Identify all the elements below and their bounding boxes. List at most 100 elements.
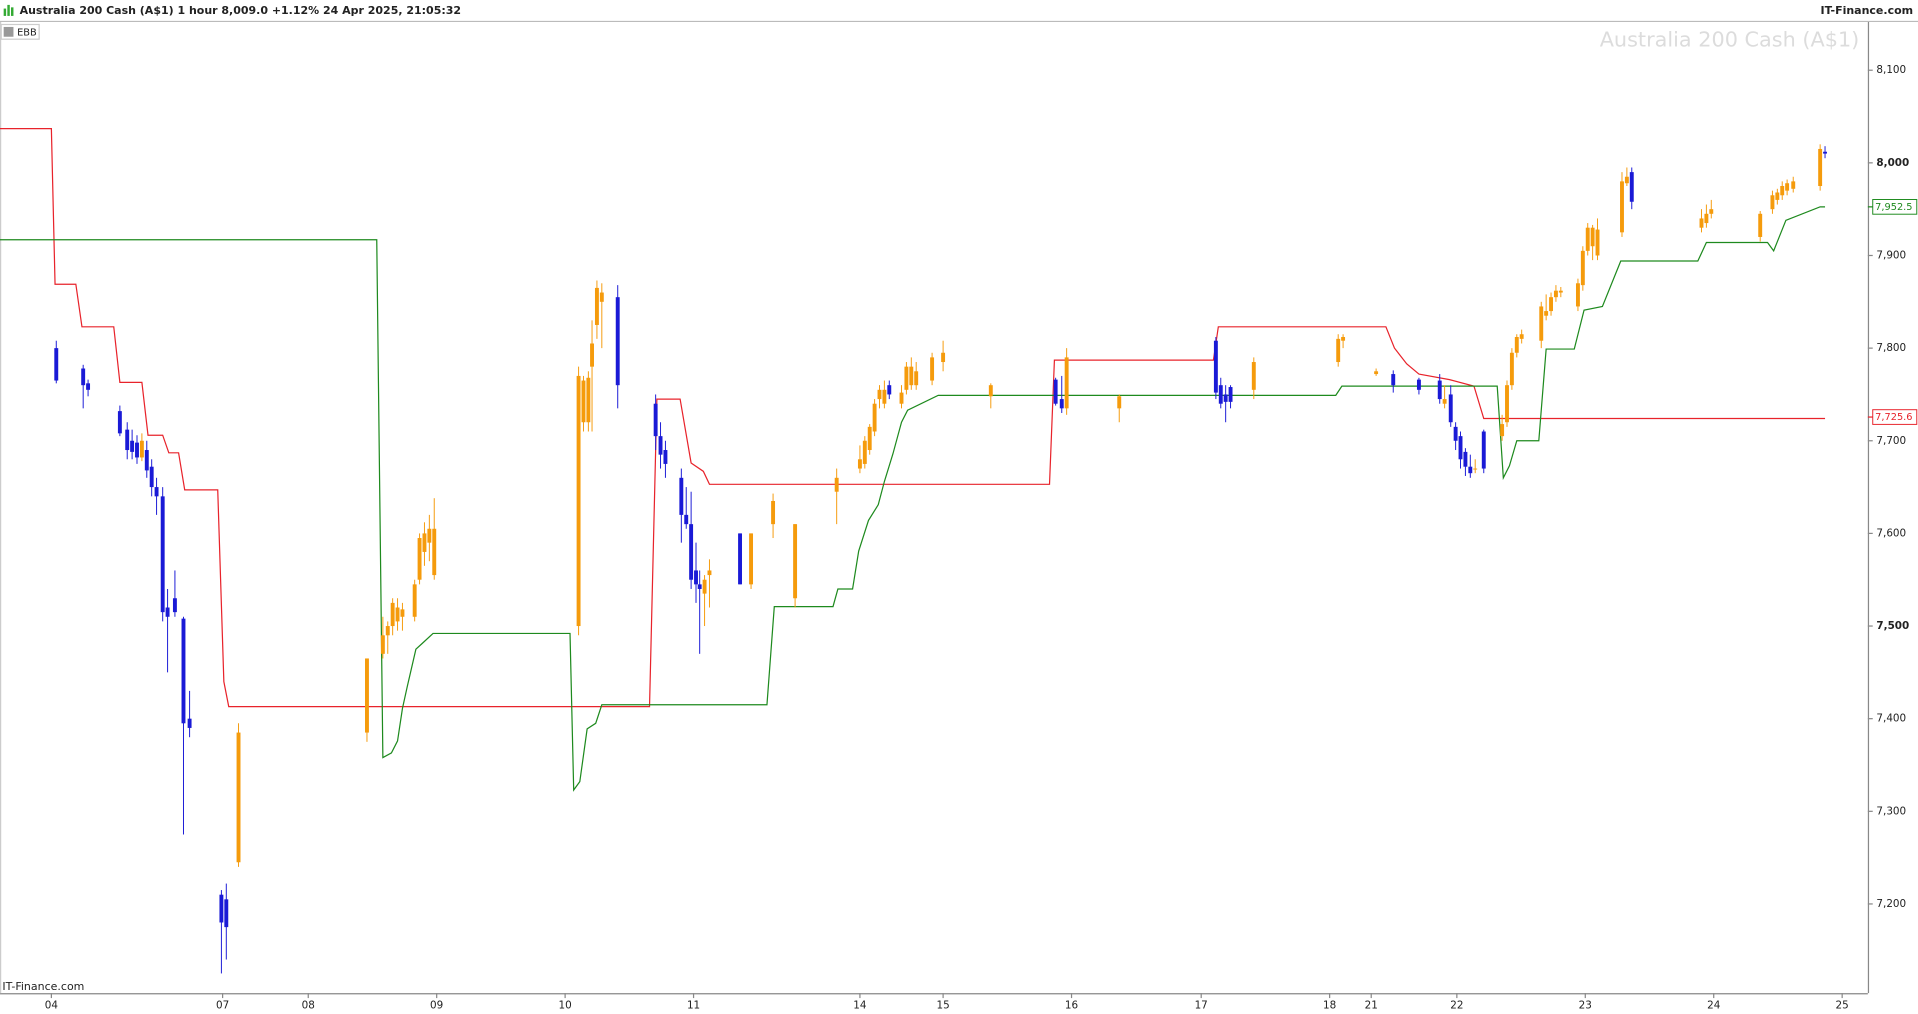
candle-body xyxy=(1453,426,1458,441)
candle-body xyxy=(400,609,405,617)
candle-body xyxy=(872,403,877,432)
candle-body xyxy=(1624,176,1629,184)
candle-body xyxy=(877,389,882,400)
candle-body xyxy=(930,357,935,381)
candle-body xyxy=(86,383,91,390)
candle-body xyxy=(576,375,581,627)
x-tick-label: 17 xyxy=(1195,999,1208,1011)
candle-body xyxy=(160,496,165,613)
x-tick-label: 07 xyxy=(216,999,229,1011)
candle-body xyxy=(1064,357,1069,409)
candle-body xyxy=(1595,229,1600,256)
candle-body xyxy=(1780,186,1785,196)
candle-body xyxy=(1341,337,1346,341)
x-tick-label: 11 xyxy=(687,999,700,1011)
candle-body xyxy=(181,618,186,724)
candle-body xyxy=(1473,468,1478,470)
candle-body xyxy=(653,403,658,437)
x-tick-label: 14 xyxy=(853,999,867,1011)
candle-body xyxy=(1699,218,1704,228)
x-tick-label: 21 xyxy=(1365,999,1378,1011)
candle-body xyxy=(224,899,229,928)
band-line xyxy=(0,127,1826,708)
brand-footer: IT-Finance.com xyxy=(2,980,84,993)
candle-body xyxy=(658,436,663,455)
candle-body xyxy=(586,377,591,423)
y-tick-label: 7,200 xyxy=(1876,898,1906,910)
candle-body xyxy=(1791,181,1796,189)
candle-body xyxy=(581,380,586,423)
x-tick-label: 22 xyxy=(1450,999,1463,1011)
candle-body xyxy=(771,500,776,525)
candle-body xyxy=(1218,385,1223,404)
x-tick-label: 23 xyxy=(1579,999,1592,1011)
watermark: Australia 200 Cash (A$1) xyxy=(1600,27,1860,51)
candle-body xyxy=(1053,379,1058,404)
candle-body xyxy=(187,718,192,728)
candle-body xyxy=(219,894,224,923)
candle-body xyxy=(380,635,385,654)
candle-body xyxy=(1117,396,1122,409)
candle-body xyxy=(417,538,422,580)
candle-body xyxy=(1509,352,1514,386)
x-tick-label: 04 xyxy=(45,999,59,1011)
candle-body xyxy=(1416,379,1421,390)
candle-body xyxy=(1463,451,1468,467)
y-tick-label: 7,400 xyxy=(1876,713,1906,725)
candle-body xyxy=(679,477,684,515)
x-tick-label: 16 xyxy=(1065,999,1078,1011)
candle-body xyxy=(54,348,59,381)
candle-body xyxy=(594,287,599,325)
candle-body xyxy=(154,487,159,497)
x-tick-label: 08 xyxy=(302,999,315,1011)
y-tick-label: 7,800 xyxy=(1876,342,1906,354)
candle-body xyxy=(1785,183,1790,191)
candle-body xyxy=(149,466,154,488)
candle-body xyxy=(125,429,130,451)
y-tick-label: 8,100 xyxy=(1876,64,1906,76)
candle-body xyxy=(1704,213,1709,224)
candle-body xyxy=(1620,181,1624,233)
candle-body xyxy=(1519,334,1524,339)
candle-body xyxy=(867,426,872,451)
y-tick-label: 7,700 xyxy=(1876,435,1906,447)
x-tick-label: 25 xyxy=(1836,999,1849,1011)
candle-body xyxy=(702,579,707,594)
candle-body xyxy=(914,371,919,386)
candle-body xyxy=(1228,387,1233,402)
candle-body xyxy=(1458,436,1463,460)
candle-body xyxy=(130,440,135,452)
candle-body xyxy=(1544,311,1549,316)
candle-body xyxy=(1481,431,1486,469)
candle-body xyxy=(1213,340,1218,393)
candle-body xyxy=(1758,213,1763,237)
candle-body xyxy=(834,477,839,492)
candle-body xyxy=(172,598,177,613)
brand[interactable]: IT-Finance.com xyxy=(1821,4,1914,17)
candle-body xyxy=(365,658,369,733)
candle-body xyxy=(749,533,754,585)
candle-body xyxy=(1336,338,1341,363)
candle-body xyxy=(236,732,241,863)
indicator-swatch xyxy=(3,26,14,37)
candle-body xyxy=(1448,394,1453,423)
candle-body xyxy=(707,570,712,576)
candle-body xyxy=(412,584,417,617)
candle-body xyxy=(599,292,604,302)
candle-body xyxy=(1514,337,1519,353)
candle-body xyxy=(1580,250,1585,286)
candle-body xyxy=(689,524,694,580)
chart-title: Australia 200 Cash (A$1) 1 hour 8,009.0 … xyxy=(20,4,461,17)
indicator-label: EBB xyxy=(17,27,37,38)
candle-body xyxy=(1539,306,1544,341)
candle-body xyxy=(117,411,122,434)
candle-body xyxy=(909,366,914,386)
end-label-box xyxy=(1872,409,1918,425)
candle-body xyxy=(899,392,904,404)
candle-body xyxy=(694,570,698,585)
candle-body xyxy=(1437,380,1442,400)
candle-body xyxy=(1391,374,1396,386)
